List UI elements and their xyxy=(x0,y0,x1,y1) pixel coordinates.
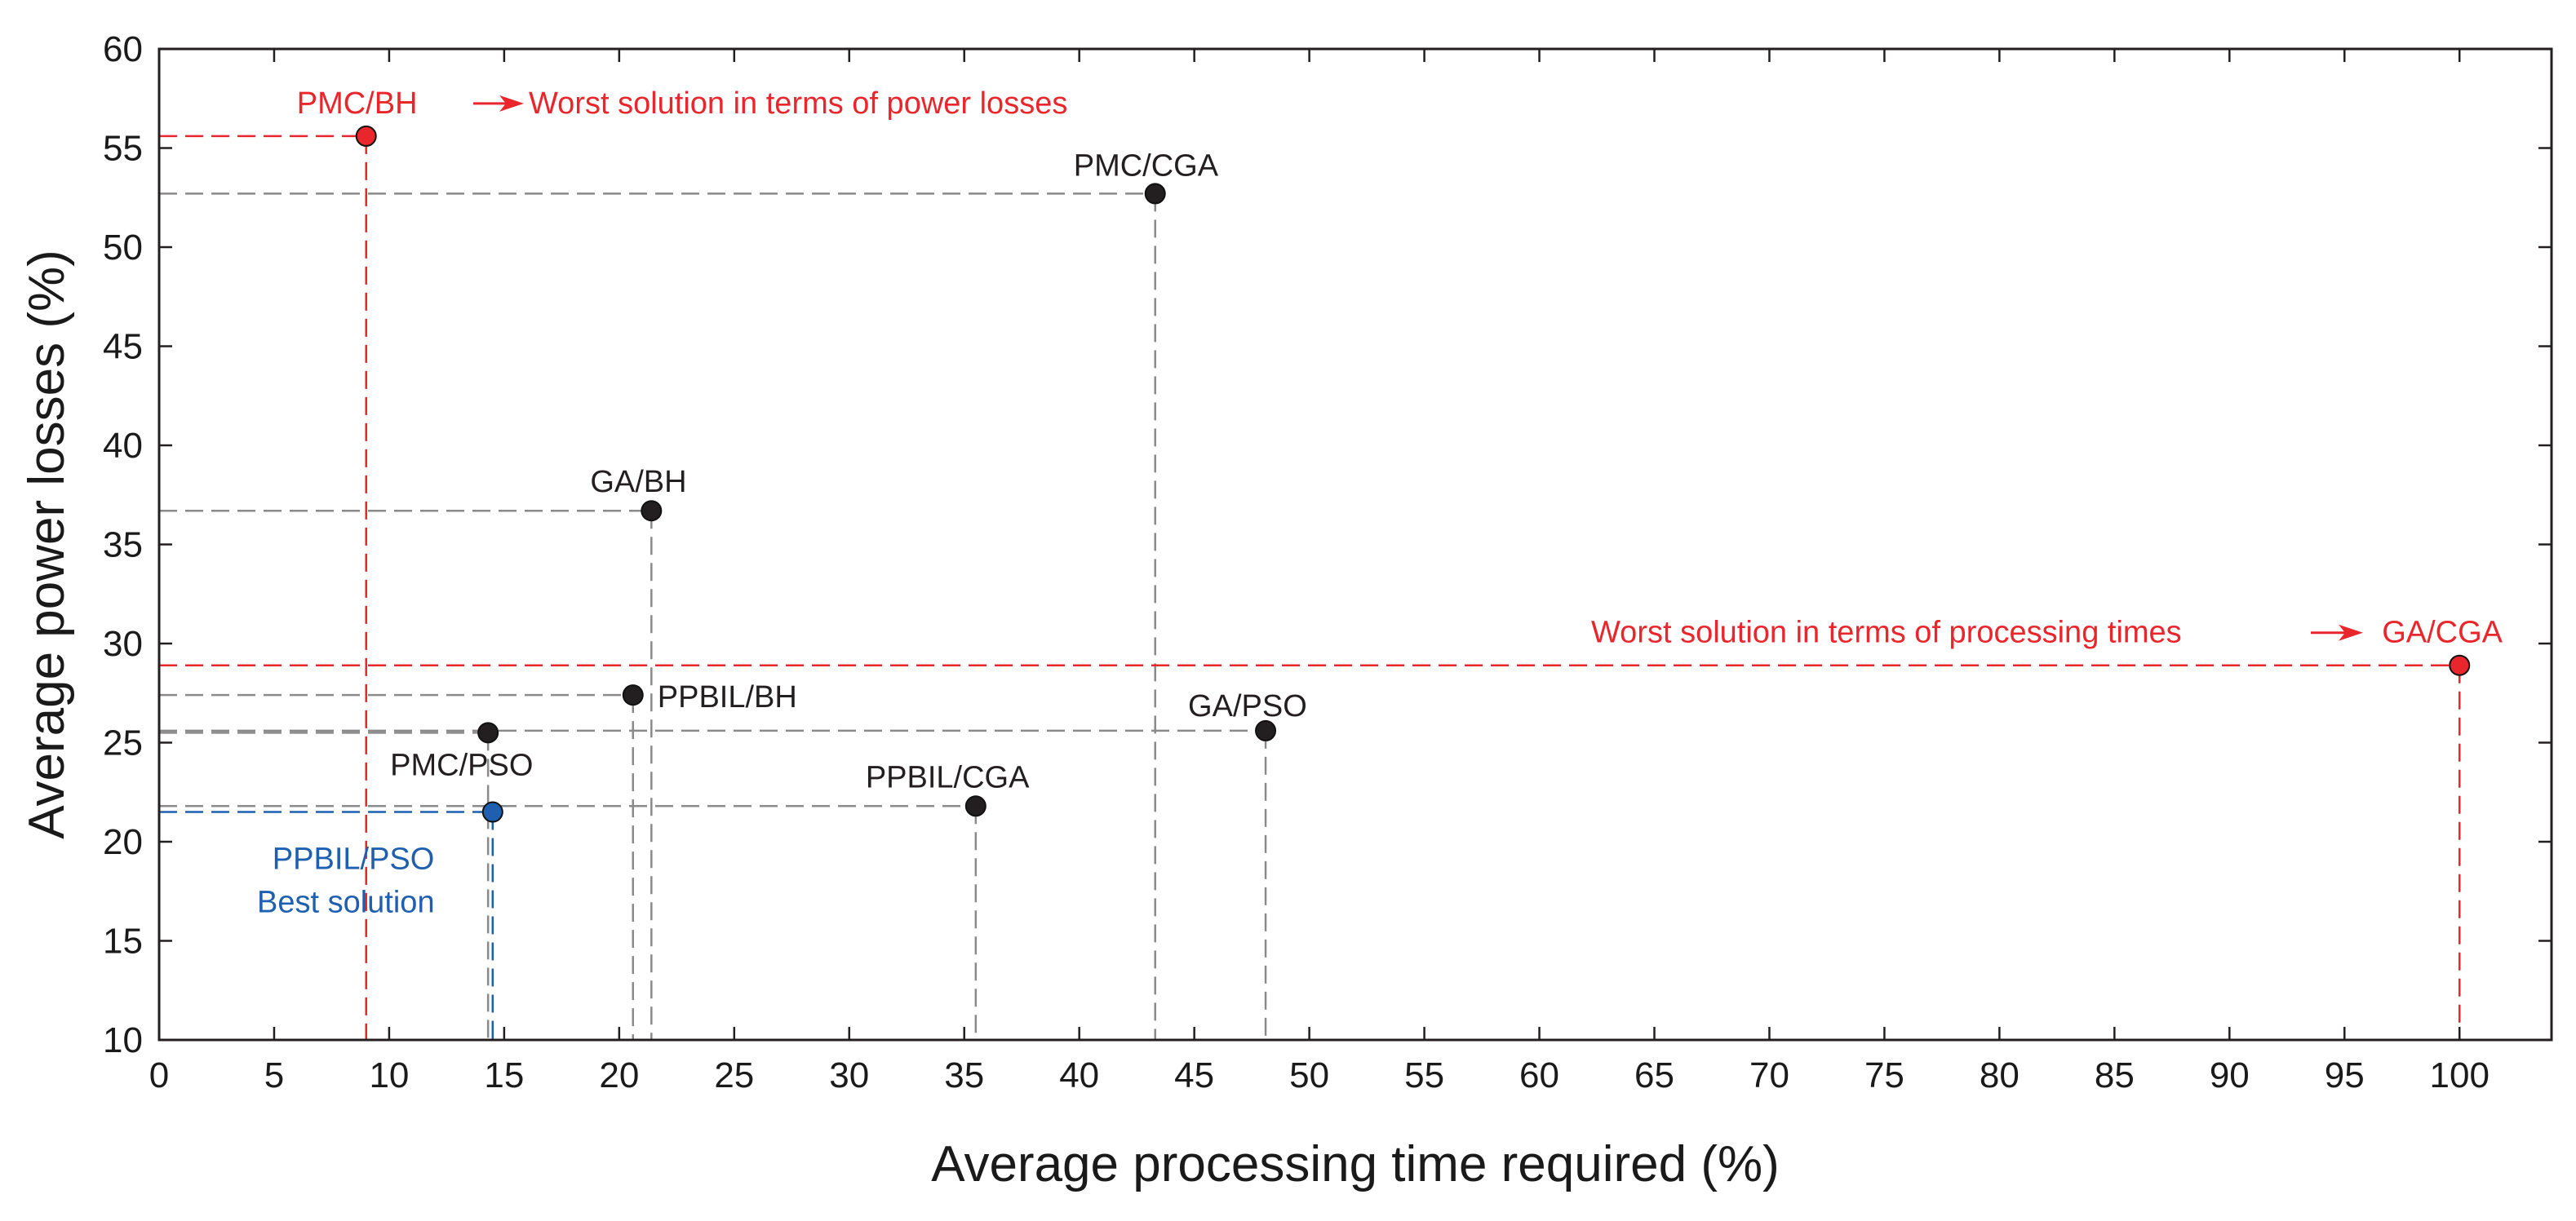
y-tick-label: 45 xyxy=(103,327,143,367)
point-labels: PMC/BH PMC/CGA GA/BH GA/CGA PPBIL/BH GA/PSO PM… xyxy=(273,86,2503,877)
x-tick-label: 60 xyxy=(1519,1055,1559,1095)
data-points xyxy=(355,125,2471,823)
y-tick-label: 50 xyxy=(103,228,143,268)
arrow-head xyxy=(499,95,524,112)
best-solution-annotation: Best solution xyxy=(257,886,435,920)
y-axis-title: Average power losses (%) xyxy=(19,250,75,839)
x-tick-label: 40 xyxy=(1059,1055,1099,1095)
y-tick-label: 55 xyxy=(103,129,143,169)
x-tick-label: 90 xyxy=(2210,1055,2250,1095)
x-tick-label: 55 xyxy=(1404,1055,1444,1095)
x-tick-label: 65 xyxy=(1634,1055,1674,1095)
x-tick-label: 10 xyxy=(369,1055,409,1095)
point-ppbil-cga xyxy=(964,795,987,817)
point-label: PMC/CGA xyxy=(1074,148,1219,183)
x-tick-label: 0 xyxy=(149,1055,169,1095)
point-label: GA/CGA xyxy=(2382,616,2503,650)
y-axis: 10 15 20 25 30 35 40 45 50 55 60 xyxy=(103,29,2552,1060)
point-ga-bh xyxy=(641,500,663,522)
point-pmc-bh xyxy=(355,125,377,147)
point-label: GA/BH xyxy=(590,465,686,499)
y-tick-label: 40 xyxy=(103,426,143,466)
point-ga-cga xyxy=(2449,654,2471,676)
arrow-head xyxy=(2339,624,2363,641)
point-pmc-cga xyxy=(1144,183,1166,205)
worst-losses-annotation: Worst solution in terms of power losses xyxy=(529,86,1067,121)
x-tick-label: 20 xyxy=(599,1055,639,1095)
x-tick-label: 80 xyxy=(1980,1055,2020,1095)
x-tick-label: 25 xyxy=(714,1055,754,1095)
point-label: PPBIL/BH xyxy=(658,680,797,714)
x-tick-label: 15 xyxy=(484,1055,524,1095)
annotation-arrows xyxy=(473,95,2363,641)
point-label: PPBIL/PSO xyxy=(273,843,435,877)
y-tick-label: 60 xyxy=(103,29,143,69)
reference-lines xyxy=(159,135,2461,1040)
y-tick-label: 20 xyxy=(103,822,143,862)
y-tick-label: 10 xyxy=(103,1020,143,1060)
x-tick-label: 45 xyxy=(1174,1055,1214,1095)
x-tick-label: 85 xyxy=(2095,1055,2135,1095)
x-axis: 0 5 10 15 20 25 30 35 40 45 50 55 60 65 70 75 80 85 90 95 10… xyxy=(149,49,2490,1095)
point-ppbil-bh xyxy=(622,684,644,706)
point-ppbil-pso xyxy=(481,801,503,823)
plot-area-frame xyxy=(157,47,2553,1042)
point-pmc-pso xyxy=(477,722,499,744)
x-axis-title: Average processing time required (%) xyxy=(931,1136,1780,1192)
x-tick-label: 35 xyxy=(944,1055,984,1095)
y-tick-label: 35 xyxy=(103,525,143,565)
point-label: PMC/BH xyxy=(297,86,418,121)
y-tick-label: 25 xyxy=(103,723,143,763)
worst-time-annotation: Worst solution in terms of processing ti… xyxy=(1591,616,2182,650)
point-ga-pso xyxy=(1255,719,1277,741)
x-tick-label: 30 xyxy=(829,1055,869,1095)
point-label: PPBIL/CGA xyxy=(866,760,1030,794)
x-tick-label: 70 xyxy=(1749,1055,1789,1095)
point-label: PMC/PSO xyxy=(390,748,533,782)
y-tick-label: 15 xyxy=(103,922,143,962)
y-tick-label: 30 xyxy=(103,624,143,664)
x-tick-label: 95 xyxy=(2325,1055,2365,1095)
x-tick-label: 5 xyxy=(264,1055,284,1095)
point-label: GA/PSO xyxy=(1188,689,1307,723)
x-tick-label: 100 xyxy=(2430,1055,2490,1095)
x-tick-label: 75 xyxy=(1864,1055,1904,1095)
x-tick-label: 50 xyxy=(1289,1055,1329,1095)
